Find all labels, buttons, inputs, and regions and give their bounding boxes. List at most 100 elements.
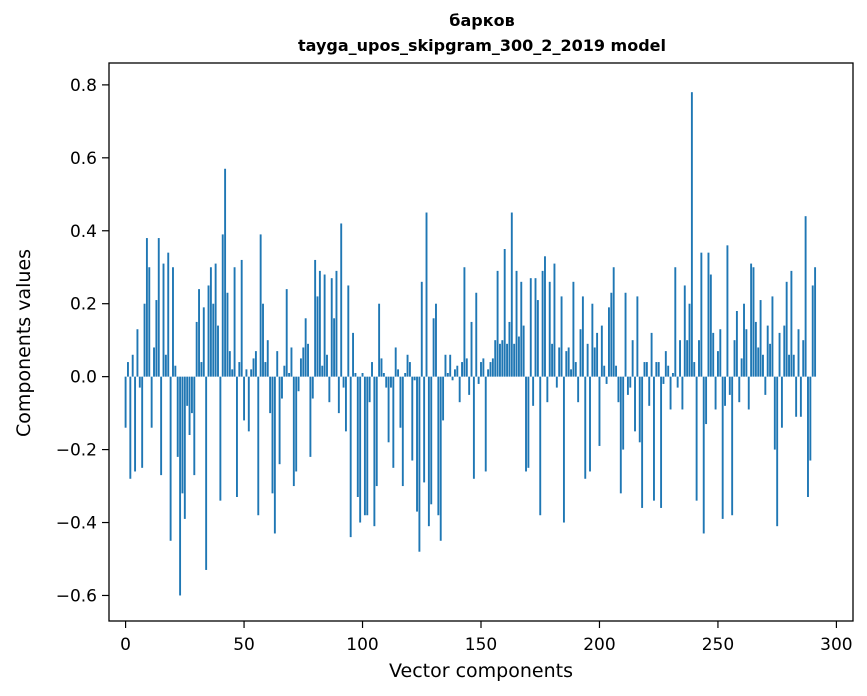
- bar: [131, 354, 134, 377]
- bar: [141, 376, 144, 468]
- bar: [179, 376, 182, 596]
- bar: [278, 376, 281, 465]
- chart-subtitle: tayga_upos_skipgram_300_2_2019 model: [298, 36, 666, 55]
- bar: [769, 343, 772, 377]
- bar: [328, 376, 331, 403]
- bar: [574, 362, 577, 377]
- bar: [508, 321, 511, 377]
- bar: [276, 351, 279, 377]
- bar: [709, 274, 712, 377]
- bar: [695, 376, 698, 501]
- bar: [371, 362, 373, 377]
- bar: [290, 347, 293, 377]
- bar: [356, 376, 359, 497]
- bar: [496, 270, 499, 377]
- bar: [124, 376, 127, 428]
- bar: [221, 234, 224, 377]
- bar: [745, 329, 748, 377]
- bar: [243, 376, 246, 421]
- bar: [615, 365, 618, 377]
- x-tick-label: 200: [583, 635, 615, 655]
- y-tick-label: 0.4: [70, 222, 97, 242]
- bar: [802, 340, 805, 377]
- bar: [157, 238, 160, 377]
- bar: [307, 343, 309, 377]
- bar: [795, 376, 798, 417]
- bar: [643, 362, 646, 377]
- bar: [304, 318, 307, 377]
- bar: [198, 289, 200, 377]
- bar: [513, 343, 516, 377]
- bar: [333, 318, 336, 377]
- bar: [773, 376, 776, 450]
- bar: [712, 332, 715, 377]
- bar: [641, 376, 644, 508]
- bar: [567, 347, 570, 377]
- bar: [475, 292, 478, 377]
- bar: [683, 285, 686, 377]
- bar: [207, 285, 210, 377]
- bar: [465, 358, 468, 377]
- bar: [314, 259, 317, 377]
- bar: [247, 376, 250, 432]
- bar: [160, 376, 163, 476]
- bar: [626, 376, 629, 395]
- bar: [195, 321, 198, 377]
- bar: [596, 332, 599, 377]
- bar: [612, 267, 615, 377]
- bar: [446, 373, 449, 377]
- bar: [240, 259, 243, 377]
- bar: [387, 376, 390, 443]
- bar: [555, 376, 558, 388]
- bar: [541, 270, 544, 377]
- bar: [527, 376, 530, 468]
- x-tick-label: 100: [346, 635, 378, 655]
- y-tick-label: −0.2: [56, 441, 97, 461]
- bar: [193, 376, 196, 476]
- bar: [491, 358, 494, 377]
- bar: [688, 303, 691, 377]
- bar: [283, 365, 286, 377]
- bar: [205, 376, 208, 570]
- bar: [392, 376, 395, 468]
- bar: [285, 289, 288, 377]
- bar: [650, 332, 653, 377]
- bar: [127, 362, 129, 377]
- bar: [363, 376, 366, 516]
- bar: [766, 325, 769, 377]
- bar: [735, 311, 738, 377]
- bar: [425, 212, 428, 377]
- bar: [686, 340, 689, 377]
- bar: [747, 376, 750, 410]
- bar: [309, 376, 312, 457]
- bar: [698, 340, 700, 377]
- bar: [617, 376, 620, 403]
- bar: [472, 376, 475, 479]
- y-axis-label: Components values: [13, 249, 35, 437]
- bar: [435, 303, 437, 377]
- bar: [295, 376, 298, 472]
- bar: [487, 369, 490, 377]
- bar: [714, 376, 717, 410]
- x-tick-label: 150: [465, 635, 497, 655]
- bar: [233, 267, 236, 377]
- bar: [217, 325, 219, 377]
- bar: [359, 376, 362, 523]
- bar: [181, 376, 184, 494]
- bar: [522, 325, 525, 377]
- bar: [759, 300, 762, 377]
- bar: [645, 362, 648, 377]
- bar: [186, 376, 189, 406]
- bar: [667, 365, 670, 377]
- bar: [288, 373, 291, 377]
- bar: [456, 365, 459, 377]
- bar: [224, 168, 227, 377]
- bar: [494, 340, 497, 377]
- bar: [814, 267, 817, 377]
- bar: [212, 303, 215, 377]
- bar: [153, 347, 155, 377]
- bar: [783, 325, 786, 377]
- bar: [449, 354, 452, 377]
- bar: [271, 376, 274, 494]
